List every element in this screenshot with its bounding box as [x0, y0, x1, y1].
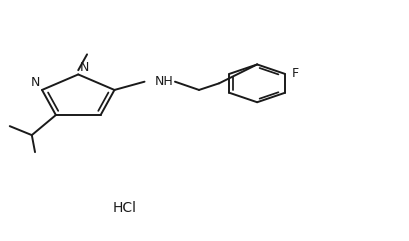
Text: F: F [292, 67, 299, 80]
Text: N: N [31, 76, 40, 89]
Text: NH: NH [154, 75, 173, 88]
Text: HCl: HCl [112, 201, 136, 215]
Text: N: N [80, 61, 90, 74]
